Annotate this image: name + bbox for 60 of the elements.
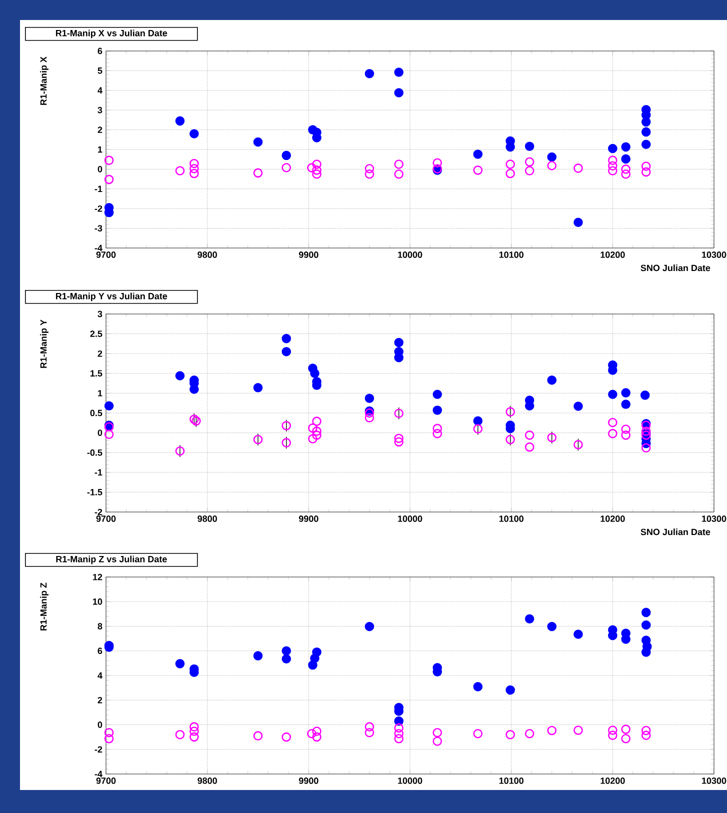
y-tick-label: 0.5: [90, 410, 102, 416]
x-tick-label: 10100: [499, 252, 524, 258]
x-tick-label: 9900: [298, 252, 318, 258]
x-tick-label: 10300: [702, 778, 726, 784]
y-tick-label: 3: [98, 310, 102, 318]
y-tick-label: 0: [98, 722, 102, 728]
y-tick-label: -1: [94, 469, 102, 476]
y-tick-label: 8: [98, 623, 102, 630]
y-tick-label: 6: [98, 48, 102, 54]
y-tick-label: 2.5: [90, 330, 102, 337]
x-tick-label: 10100: [499, 516, 524, 522]
x-tick-label: 9900: [298, 516, 318, 522]
y-tick-label: 12: [93, 574, 102, 580]
x-tick-label: 10000: [398, 252, 422, 258]
y-tick-label: -2: [94, 205, 102, 212]
y-tick-label: -0.5: [87, 449, 102, 456]
y-tick-label: 5: [98, 68, 102, 74]
y-axis-title: R1-Manip Y: [40, 320, 48, 368]
y-tick-label: 6: [98, 648, 102, 654]
x-tick-label: 9700: [96, 516, 116, 522]
x-tick-label: 10200: [600, 516, 625, 522]
x-tick-label: 9700: [96, 252, 116, 258]
y-tick-label: 0: [98, 430, 102, 436]
y-tick-label: 2: [98, 696, 102, 704]
y-tick-label: 0: [98, 166, 102, 172]
y-tick-label: -4: [94, 770, 102, 778]
chart-title: R1-Manip Z vs Julian Date: [56, 556, 167, 564]
y-tick-label: 3: [98, 106, 102, 114]
y-tick-label: -1.5: [87, 489, 102, 496]
y-tick-label: 4: [98, 672, 102, 679]
y-tick-label: -4: [94, 244, 102, 252]
chart-title: R1-Manip X vs Julian Date: [56, 30, 168, 38]
x-tick-label: 10100: [499, 778, 524, 784]
x-tick-label: 10200: [600, 252, 625, 258]
x-tick-label: 9800: [198, 778, 217, 784]
x-tick-label: 10300: [702, 516, 726, 522]
y-tick-label: 2: [98, 126, 102, 133]
x-axis-title: SNO Julian Date: [640, 264, 710, 272]
x-tick-label: 9700: [96, 778, 116, 784]
y-tick-label: -2: [94, 746, 102, 753]
chart-title: R1-Manip Y vs Julian Date: [56, 292, 168, 302]
y-tick-label: -1: [94, 186, 102, 192]
y-tick-label: 1.5: [90, 370, 102, 377]
y-tick-label: 10: [93, 598, 102, 605]
x-tick-label: 9800: [198, 252, 217, 258]
x-tick-label: 9800: [198, 516, 217, 522]
y-tick-label: 1: [98, 146, 102, 153]
x-axis-title: SNO Julian Date: [640, 528, 710, 536]
y-tick-label: 1: [98, 390, 102, 396]
y-axis-title: R1-Manip X: [40, 56, 48, 105]
x-tick-label: 10000: [398, 778, 422, 784]
y-tick-label: -3: [94, 225, 102, 232]
y-axis-title: R1-Manip Z: [40, 582, 48, 630]
x-tick-label: 10300: [702, 252, 726, 258]
y-tick-label: 2: [98, 350, 102, 357]
x-tick-label: 10000: [398, 516, 422, 522]
y-tick-label: -2: [94, 508, 102, 516]
x-tick-label: 10200: [600, 778, 625, 784]
y-tick-label: 4: [98, 87, 102, 94]
x-tick-label: 9900: [298, 778, 318, 784]
